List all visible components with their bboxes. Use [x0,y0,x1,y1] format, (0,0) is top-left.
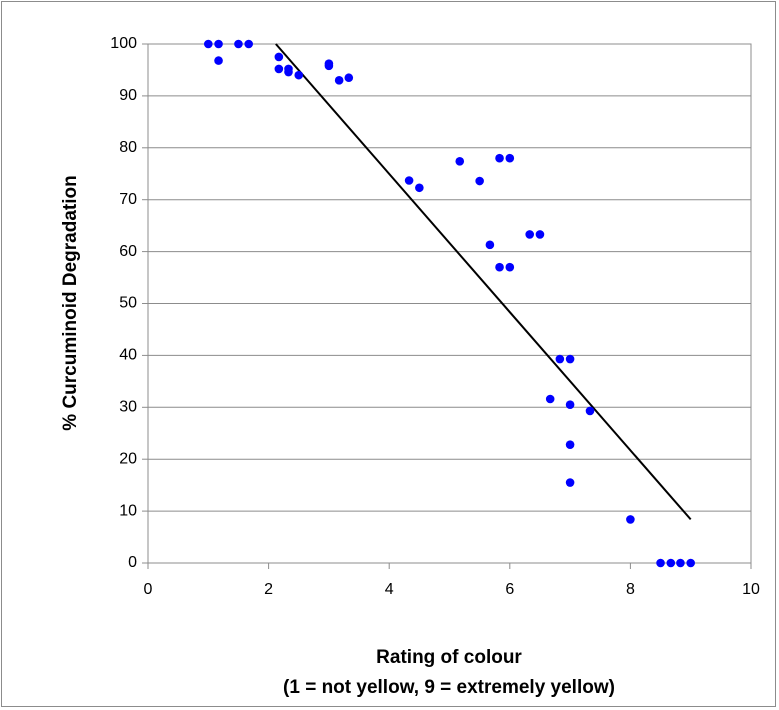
y-tick-label: 80 [119,139,137,156]
data-points [204,39,695,568]
data-point [565,400,575,410]
y-tick-label: 30 [119,399,137,416]
trendline-group [275,43,692,521]
y-tick-label: 10 [119,502,137,519]
y-tick-label: 0 [128,554,137,571]
data-point [565,478,575,487]
data-point [565,440,575,449]
x-tick-label: 8 [626,581,635,598]
data-point [475,176,484,186]
data-point [565,354,575,364]
data-point [666,558,676,568]
x-tick-label: 0 [144,581,153,598]
x-axis-ticks: 0 2 4 6 8 10 [144,563,760,598]
data-point [415,183,424,193]
y-tick-label: 60 [119,243,137,260]
x-tick-label: 4 [385,581,394,598]
data-point [495,153,504,163]
x-axis-title-line2: (1 = not yellow, 9 = extremely yellow) [283,677,615,698]
data-point [585,406,595,416]
y-tick-label: 20 [119,450,137,467]
data-point [334,76,344,85]
data-point [525,230,534,239]
data-point [324,61,334,71]
data-point [274,64,284,74]
data-point [656,558,665,568]
y-tick-label: 40 [119,347,137,364]
data-point [676,558,685,568]
data-point [626,515,635,524]
x-tick-label: 2 [264,581,273,598]
data-point [555,354,565,364]
trendline [275,43,692,521]
y-tick-label: 50 [119,295,137,312]
data-point [505,262,515,272]
data-point [455,156,465,166]
y-axis-title: % Curcuminoid Degradation [60,175,81,430]
y-tick-label: 90 [119,87,137,104]
data-point [204,39,213,49]
data-point [284,67,293,77]
gridlines [148,95,751,512]
data-point [344,73,354,83]
x-tick-label: 6 [505,581,514,598]
data-point [404,176,414,185]
data-point [686,558,695,568]
data-point [505,153,515,163]
data-point [234,39,243,49]
data-point [214,56,223,65]
data-point [294,70,304,80]
x-tick-label: 10 [742,581,760,598]
y-tick-label: 100 [110,35,137,52]
data-point [545,394,555,404]
data-point [244,39,254,49]
data-point [495,262,504,272]
y-axis-ticks: 0 10 20 30 40 50 60 70 80 90 100 [110,35,148,571]
data-point [485,240,495,250]
data-point [274,52,284,62]
data-point [214,39,223,49]
data-point [535,230,545,239]
y-tick-label: 70 [119,191,137,208]
x-axis-title: Rating of colour [376,647,522,668]
